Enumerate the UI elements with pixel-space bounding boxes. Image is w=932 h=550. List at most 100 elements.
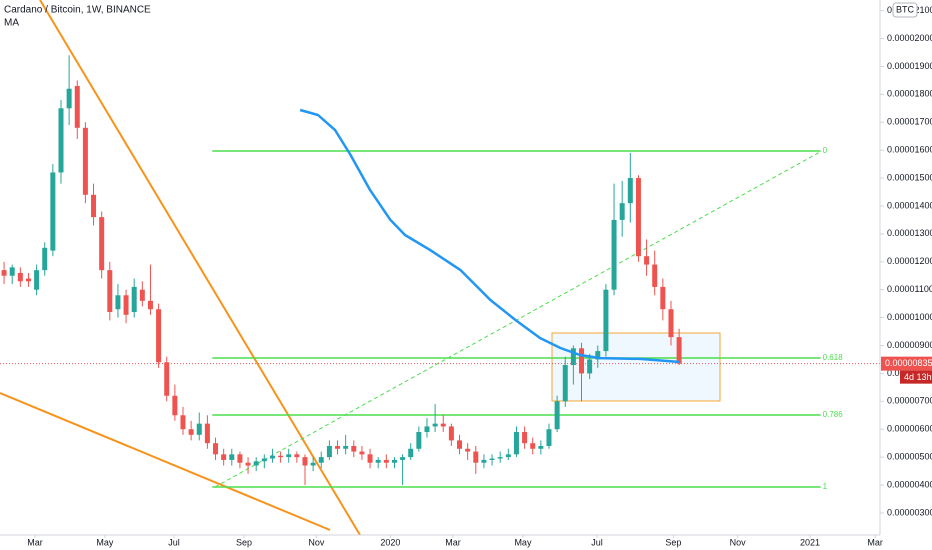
candle-body: [147, 300, 153, 310]
fib-label: 0: [823, 146, 828, 155]
fib-label: 0.786: [823, 410, 844, 419]
candle-body: [294, 454, 300, 458]
candle-body: [237, 454, 243, 463]
candle-body: [172, 395, 178, 416]
candle-body: [465, 448, 471, 452]
candle-body: [570, 348, 576, 366]
candle-body: [530, 443, 536, 449]
candle-body: [42, 247, 48, 271]
candle-body: [627, 178, 633, 204]
y-tick-label: 0.00001500: [887, 172, 932, 182]
trend-line: [214, 151, 821, 488]
candle-body: [58, 108, 64, 173]
currency-badge: BTC: [896, 4, 915, 14]
candle-body: [400, 457, 406, 460]
candle-body: [644, 256, 650, 265]
y-tick-label: 0.00001800: [887, 89, 932, 99]
candle-body: [204, 423, 210, 444]
chart-title: Cardano / Bitcoin, 1W, BINANCE: [4, 5, 151, 16]
x-tick-label: Mar: [445, 537, 461, 547]
y-tick-label: 0.00001600: [887, 145, 932, 155]
candle-body: [562, 365, 568, 402]
x-tick-label: May: [514, 537, 532, 547]
y-tick-label: 0.00000900: [887, 340, 932, 350]
candle-body: [310, 462, 316, 466]
candle-body: [676, 337, 682, 364]
candle-body: [635, 178, 641, 257]
x-tick-label: Sep: [236, 537, 252, 547]
y-tick-label: 0.00001400: [887, 200, 932, 210]
candle-body: [245, 462, 251, 466]
candle-body: [99, 217, 105, 271]
candle-body: [668, 309, 674, 338]
candle-body: [221, 454, 227, 460]
candle-body: [579, 348, 585, 374]
candle-body: [318, 457, 324, 463]
candle-body: [497, 457, 503, 459]
trend-line: [0, 392, 331, 531]
x-tick-label: Sep: [665, 537, 681, 547]
x-tick-label: Nov: [730, 537, 747, 547]
candle-body: [91, 194, 97, 218]
candle-body: [261, 458, 267, 462]
x-tick-label: 2021: [800, 537, 820, 547]
candle-body: [587, 359, 593, 374]
candle-body: [457, 440, 463, 449]
y-tick-label: 0.00001300: [887, 228, 932, 238]
x-tick-label: Jul: [591, 537, 603, 547]
candle-body: [74, 85, 80, 128]
candle-body: [66, 88, 72, 109]
y-tick-label: 0.00001900: [887, 61, 932, 71]
candle-body: [50, 172, 56, 251]
candle-body: [359, 451, 365, 455]
x-tick-label: May: [96, 537, 114, 547]
candle-body: [302, 457, 308, 466]
candle-body: [375, 459, 381, 463]
countdown-label: 4d 13h: [904, 372, 932, 382]
candle-body: [416, 432, 422, 449]
candle-body: [229, 454, 235, 460]
x-tick-label: Nov: [308, 537, 325, 547]
candle-body: [213, 443, 219, 455]
candle-body: [367, 454, 373, 463]
indicator-label: MA: [4, 18, 19, 29]
candle-body: [473, 451, 479, 463]
candle-body: [432, 423, 438, 427]
candle-body: [505, 454, 511, 458]
candle-body: [326, 445, 332, 458]
x-tick-label: 2020: [380, 537, 400, 547]
candle-body: [408, 448, 414, 458]
candle-body: [351, 445, 357, 452]
candle-body: [619, 203, 625, 220]
y-tick-label: 0.00000500: [887, 452, 932, 462]
candle-body: [652, 264, 658, 287]
candle-body: [489, 458, 495, 460]
candle-body: [123, 295, 129, 315]
candle-body: [188, 429, 194, 435]
candle-body: [107, 270, 113, 313]
y-tick-label: 0.00001200: [887, 256, 932, 266]
candle-body: [513, 432, 519, 455]
plot-layer: 0 0.618 0.786 1: [0, 55, 880, 491]
candle-body: [522, 432, 528, 444]
candle-body: [9, 267, 15, 276]
candle-body: [278, 455, 284, 458]
range-box: [551, 332, 721, 402]
candle-body: [164, 362, 170, 396]
candle-body: [611, 219, 617, 290]
candle-body: [286, 454, 292, 458]
y-tick-label: 0.00000600: [887, 424, 932, 434]
y-tick-label: 0.00001000: [887, 312, 932, 322]
candle-body: [481, 459, 487, 463]
candle-body: [383, 459, 389, 463]
candle-body: [538, 445, 544, 449]
fib-label: 0.618: [823, 353, 844, 362]
candle-body: [448, 426, 454, 441]
countdown-box: [900, 370, 932, 384]
fib-label: 1: [823, 482, 828, 491]
candle-body: [1, 270, 7, 276]
candle-body: [660, 286, 666, 310]
candle-body: [34, 270, 40, 290]
candle-body: [156, 309, 162, 363]
